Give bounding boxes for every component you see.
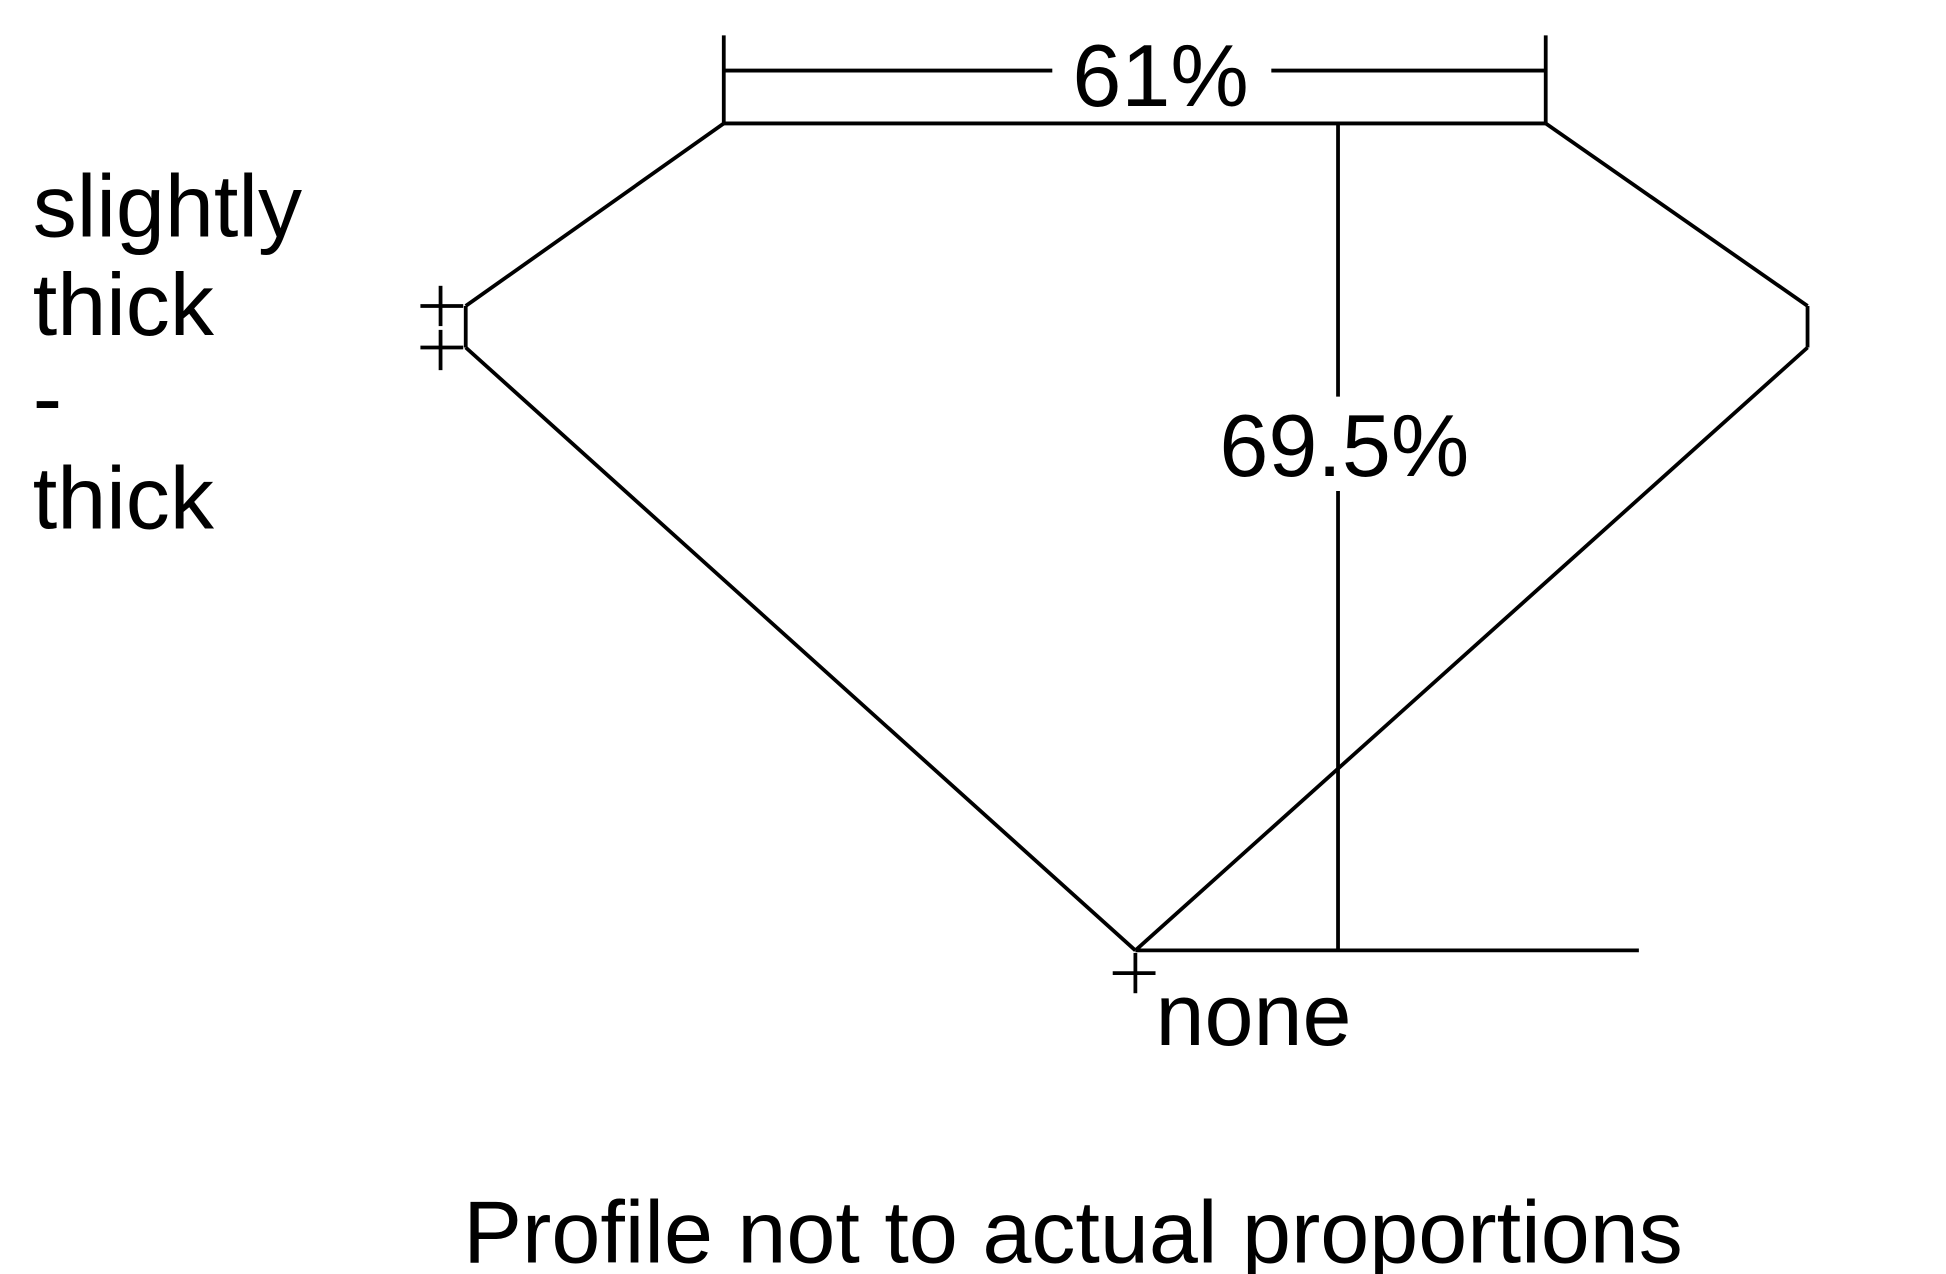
girdle-markers (420, 285, 464, 371)
table-percentage-label: 61% (1072, 26, 1248, 125)
crown-right (1544, 121, 1809, 308)
culet-marker (1112, 952, 1156, 994)
depth-percentage-label: 69.5% (1219, 396, 1469, 495)
table-dimension: 61% (721, 26, 1548, 125)
girdle-label-line-3: - (33, 348, 62, 447)
girdle-label-line-2: thick (33, 255, 215, 354)
girdle-label: slightly thick - thick (33, 157, 302, 548)
girdle-label-line-4: thick (33, 449, 215, 548)
crown-left (464, 121, 725, 308)
pavilion-right (1134, 346, 1809, 952)
diamond-outline (463, 121, 1810, 952)
depth-dimension: 69.5% (1135, 123, 1639, 953)
girdle-label-line-1: slightly (33, 157, 302, 256)
pavilion-left (464, 346, 1137, 952)
culet-label: none (1156, 965, 1352, 1064)
caption: Profile not to actual proportions (463, 1183, 1683, 1274)
